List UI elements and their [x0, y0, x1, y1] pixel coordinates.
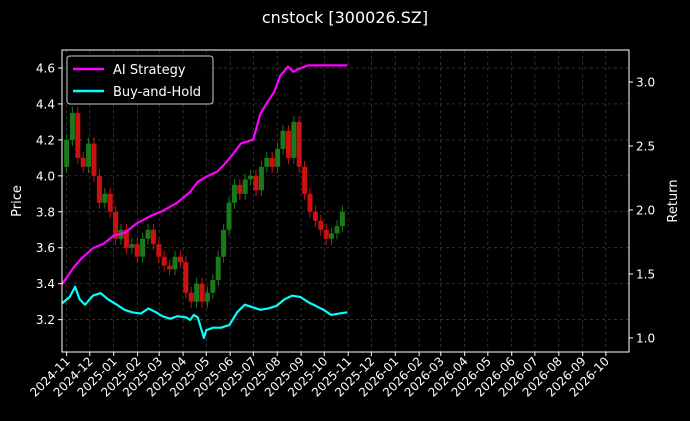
candle-up	[329, 233, 335, 239]
y-tick-label-right: 3.0	[636, 75, 655, 89]
candle-up	[231, 184, 237, 203]
candle-down	[237, 184, 243, 194]
candle-down	[156, 244, 162, 257]
y-tick-label-left: 4.6	[36, 61, 55, 75]
series-line-ai-strategy	[61, 64, 348, 285]
candle-up	[69, 112, 75, 140]
candle-down	[188, 292, 194, 302]
candle-down	[161, 256, 167, 266]
y-tick-label-right: 2.5	[636, 139, 655, 153]
candle-up	[280, 130, 286, 149]
y-tick-label-left: 4.4	[36, 97, 55, 111]
candle-down	[167, 265, 173, 270]
candle-up	[215, 256, 221, 281]
candle-down	[75, 112, 81, 158]
candle-up	[172, 256, 178, 270]
y-tick-label-left: 3.4	[36, 277, 55, 291]
candle-down	[253, 175, 259, 191]
candle-up	[339, 211, 345, 227]
candle-up	[210, 280, 216, 293]
line-layer	[61, 64, 348, 339]
candle-down	[269, 157, 275, 167]
candle-up	[334, 226, 340, 234]
candle-down	[318, 220, 324, 230]
candle-down	[199, 283, 205, 302]
candle-down	[312, 211, 318, 221]
candle-down	[123, 229, 129, 248]
candle-down	[307, 193, 313, 212]
candle-layer	[64, 106, 345, 308]
candle-down	[150, 229, 156, 245]
candle-up	[102, 193, 108, 203]
candle-up	[258, 166, 264, 191]
candle-down	[113, 211, 119, 239]
candle-up	[242, 179, 248, 194]
y-axis-label-right: Return	[666, 179, 681, 222]
candle-up	[248, 175, 254, 180]
candle-up	[86, 143, 92, 167]
legend: AI Strategy Buy-and-Hold	[66, 55, 214, 105]
candle-up	[194, 283, 200, 302]
candle-up	[64, 139, 70, 167]
series-line-buy-and-hold	[61, 285, 348, 339]
candle-down	[107, 193, 113, 212]
candle-up	[221, 229, 227, 257]
y-tick-label-right: 1.0	[636, 331, 655, 345]
y-tick-label-right: 2.0	[636, 203, 655, 217]
candle-down	[323, 229, 329, 239]
y-tick-label-left: 4.2	[36, 133, 55, 147]
y-axis-label-left: Price	[10, 185, 25, 217]
candle-down	[302, 166, 308, 194]
candle-down	[183, 262, 189, 293]
candle-down	[177, 256, 183, 263]
y-tick-label-right: 1.5	[636, 267, 655, 281]
chart-title: cnstock [300026.SZ]	[262, 8, 428, 27]
y-tick-label-left: 3.2	[36, 313, 55, 327]
candle-up	[140, 238, 146, 257]
candle-up	[226, 202, 232, 230]
candle-up	[275, 148, 281, 167]
legend-label-buy-and-hold: Buy-and-Hold	[113, 85, 201, 100]
y-tick-label-left: 4.0	[36, 169, 55, 183]
candle-down	[80, 157, 86, 167]
candle-down	[134, 244, 140, 257]
candle-up	[264, 157, 270, 167]
candle-down	[285, 130, 291, 158]
candle-down	[91, 143, 97, 176]
plot-frame	[61, 49, 630, 353]
candle-up	[129, 244, 135, 248]
candle-up	[204, 292, 210, 302]
candle-down	[96, 175, 102, 203]
legend-label-ai-strategy: AI Strategy	[113, 63, 186, 78]
candle-up	[291, 121, 297, 158]
y-tick-label-left: 3.8	[36, 205, 55, 219]
candle-up	[145, 229, 151, 239]
candle-down	[296, 121, 302, 167]
y-tick-label-left: 3.6	[36, 241, 55, 255]
